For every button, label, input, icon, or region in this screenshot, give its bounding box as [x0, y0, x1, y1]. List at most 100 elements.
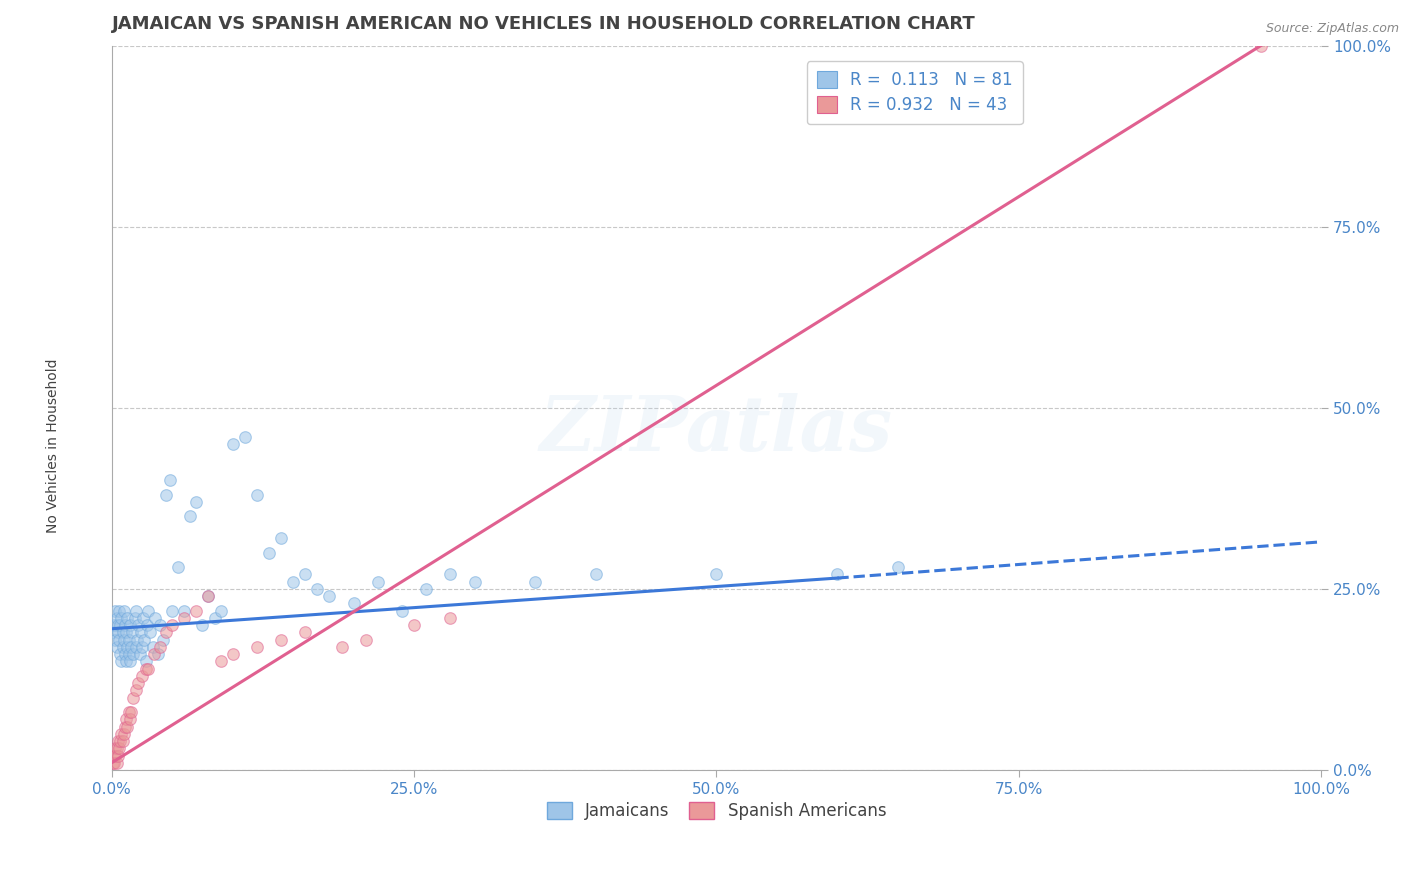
Point — [191, 618, 214, 632]
Point — [160, 604, 183, 618]
Point — [107, 734, 129, 748]
Point — [117, 705, 139, 719]
Point — [330, 640, 353, 654]
Point — [134, 632, 156, 647]
Point — [108, 741, 131, 756]
Point — [118, 618, 141, 632]
Point — [142, 640, 165, 654]
Point — [197, 589, 219, 603]
Point — [110, 654, 132, 668]
Point — [155, 625, 177, 640]
Point — [415, 582, 437, 596]
Point — [197, 589, 219, 603]
Point — [152, 632, 174, 647]
Point — [104, 741, 127, 756]
Point — [117, 632, 139, 647]
Point — [103, 618, 125, 632]
Point — [246, 488, 269, 502]
Point — [149, 640, 172, 654]
Point — [294, 567, 316, 582]
Point — [115, 712, 138, 726]
Point — [585, 567, 607, 582]
Point — [120, 640, 142, 654]
Point — [127, 618, 149, 632]
Text: JAMAICAN VS SPANISH AMERICAN NO VEHICLES IN HOUSEHOLD CORRELATION CHART: JAMAICAN VS SPANISH AMERICAN NO VEHICLES… — [111, 15, 976, 33]
Point — [114, 647, 136, 661]
Text: Source: ZipAtlas.com: Source: ZipAtlas.com — [1265, 22, 1399, 36]
Point — [131, 640, 153, 654]
Point — [120, 705, 142, 719]
Point — [404, 618, 426, 632]
Point — [115, 625, 138, 640]
Point — [112, 727, 135, 741]
Point — [117, 720, 139, 734]
Point — [118, 712, 141, 726]
Point — [111, 625, 134, 640]
Point — [107, 625, 129, 640]
Point — [118, 654, 141, 668]
Point — [103, 748, 125, 763]
Point — [108, 618, 131, 632]
Point — [110, 611, 132, 625]
Point — [135, 662, 157, 676]
Point — [107, 618, 129, 632]
Point — [186, 495, 208, 509]
Point — [342, 596, 364, 610]
Point — [121, 625, 143, 640]
Point — [114, 618, 136, 632]
Point — [318, 589, 340, 603]
Point — [221, 437, 243, 451]
Point — [127, 632, 149, 647]
Point — [827, 567, 849, 582]
Point — [101, 625, 124, 640]
Point — [149, 618, 172, 632]
Point — [186, 604, 208, 618]
Point — [136, 604, 159, 618]
Point — [104, 632, 127, 647]
Point — [233, 430, 256, 444]
Point — [1250, 38, 1272, 53]
Point — [108, 734, 131, 748]
Point — [131, 669, 153, 683]
Point — [122, 690, 145, 705]
Point — [105, 741, 128, 756]
Point — [114, 720, 136, 734]
Point — [524, 574, 547, 589]
Point — [135, 618, 157, 632]
Point — [104, 748, 127, 763]
Point — [270, 531, 292, 545]
Point — [112, 632, 135, 647]
Point — [221, 647, 243, 661]
Text: No Vehicles in Household: No Vehicles in Household — [46, 359, 60, 533]
Point — [105, 611, 128, 625]
Point — [112, 604, 135, 618]
Point — [143, 611, 166, 625]
Point — [367, 574, 389, 589]
Point — [110, 727, 132, 741]
Point — [108, 632, 131, 647]
Point — [307, 582, 329, 596]
Point — [246, 640, 269, 654]
Point — [173, 604, 195, 618]
Point — [439, 567, 461, 582]
Point — [111, 640, 134, 654]
Point — [101, 756, 124, 770]
Point — [159, 473, 181, 487]
Point — [115, 654, 138, 668]
Point — [281, 574, 304, 589]
Point — [464, 574, 486, 589]
Point — [155, 488, 177, 502]
Point — [173, 611, 195, 625]
Point — [391, 604, 413, 618]
Point — [135, 654, 157, 668]
Point — [270, 632, 292, 647]
Legend: Jamaicans, Spanish Americans: Jamaicans, Spanish Americans — [540, 796, 893, 827]
Point — [143, 647, 166, 661]
Point — [139, 625, 162, 640]
Point — [209, 604, 232, 618]
Point — [104, 604, 127, 618]
Point — [108, 647, 131, 661]
Point — [209, 654, 232, 668]
Point — [354, 632, 377, 647]
Point — [111, 734, 134, 748]
